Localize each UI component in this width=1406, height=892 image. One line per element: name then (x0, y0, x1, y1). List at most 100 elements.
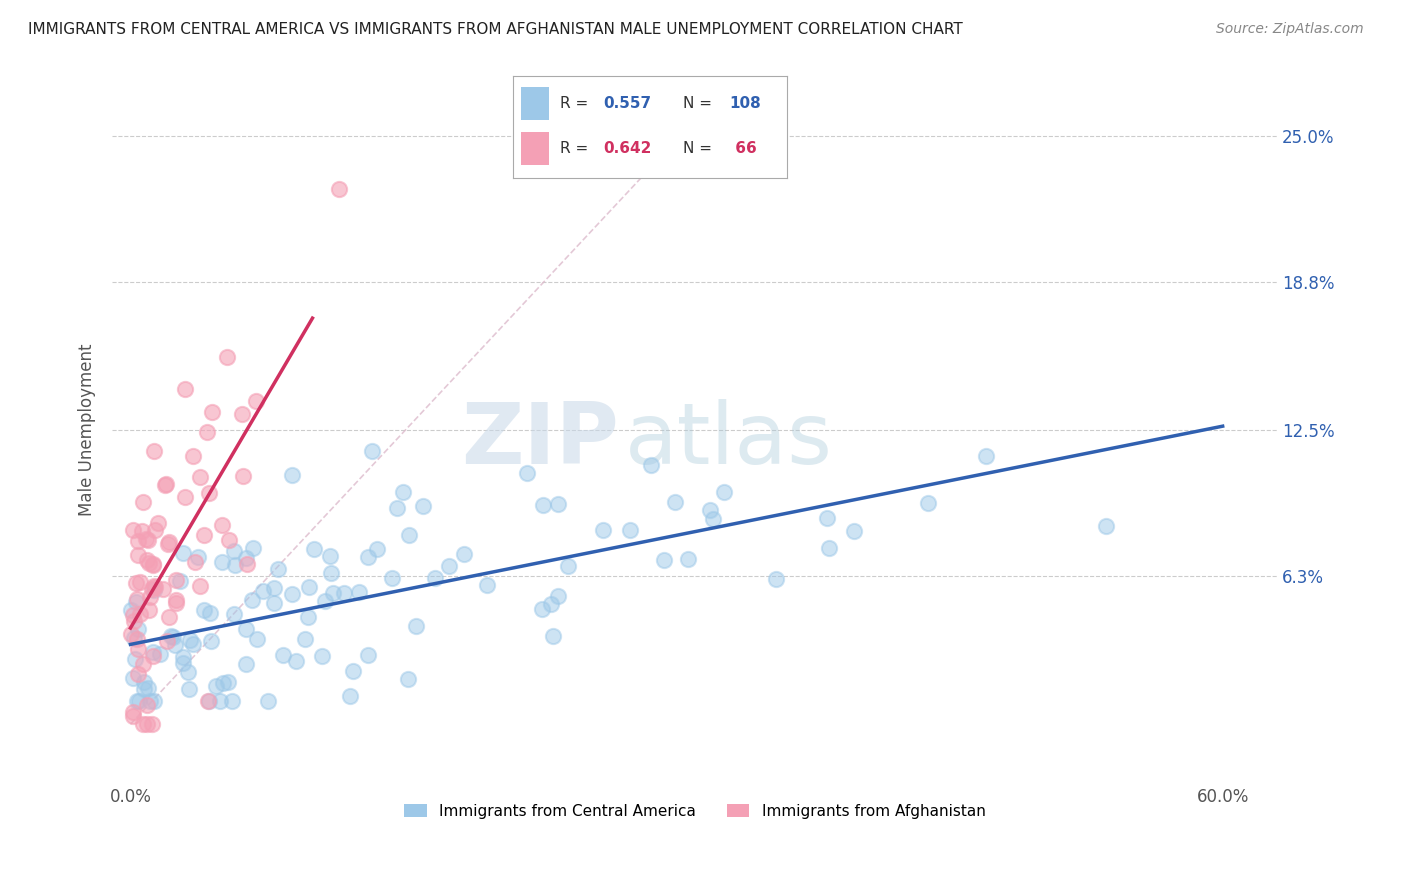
Point (516, 466, 538, 480)
Point (195, 425, 218, 439)
Point (235, 551, 257, 566)
Point (181, 450, 204, 464)
Point (163, 639, 186, 653)
Point (257, 694, 280, 708)
Text: 0.642: 0.642 (603, 141, 652, 156)
Legend: Immigrants from Central America, Immigrants from Afghanistan: Immigrants from Central America, Immigra… (398, 797, 991, 825)
Point (172, 545, 194, 559)
Point (246, 632, 269, 646)
Point (142, 649, 165, 664)
Point (366, 542, 388, 557)
Point (198, 485, 221, 500)
Text: R =: R = (560, 141, 588, 156)
Point (423, 571, 446, 585)
Point (322, 586, 344, 600)
Point (197, 694, 219, 708)
Point (540, 597, 562, 611)
Point (143, 580, 166, 594)
Text: 0.557: 0.557 (603, 96, 652, 111)
Point (176, 665, 198, 679)
Point (138, 556, 160, 570)
Point (201, 405, 224, 419)
Point (765, 573, 787, 587)
Point (311, 649, 333, 664)
Point (405, 619, 427, 633)
Point (184, 555, 207, 569)
Point (136, 681, 159, 695)
Point (252, 583, 274, 598)
Point (127, 641, 149, 656)
Text: R =: R = (560, 96, 588, 111)
Point (281, 468, 304, 483)
Point (342, 664, 364, 678)
Point (222, 543, 245, 558)
Point (224, 558, 246, 572)
Point (200, 633, 222, 648)
Point (232, 468, 254, 483)
Point (211, 555, 233, 569)
Point (844, 524, 866, 538)
Point (157, 534, 180, 549)
Point (132, 495, 155, 509)
Point (356, 648, 378, 663)
Point (127, 667, 149, 681)
Point (530, 602, 553, 616)
Point (125, 575, 148, 590)
Point (211, 517, 233, 532)
Point (222, 607, 245, 621)
Point (122, 524, 145, 538)
Point (294, 632, 316, 646)
Point (339, 690, 361, 704)
Point (676, 552, 699, 566)
Point (917, 495, 939, 509)
Point (138, 694, 160, 708)
Point (319, 549, 342, 563)
Point (263, 581, 285, 595)
Point (221, 694, 243, 708)
Point (165, 574, 187, 588)
Point (208, 694, 231, 708)
Point (190, 470, 212, 484)
Point (652, 553, 675, 567)
Point (193, 603, 215, 617)
Point (412, 499, 434, 513)
Point (396, 672, 419, 686)
Point (128, 575, 150, 590)
Point (360, 443, 382, 458)
Y-axis label: Male Unemployment: Male Unemployment (79, 344, 96, 516)
Point (132, 681, 155, 696)
Point (132, 657, 155, 671)
Point (281, 587, 304, 601)
Point (398, 527, 420, 541)
Point (122, 705, 145, 719)
Point (235, 622, 257, 636)
Point (148, 516, 170, 530)
Point (149, 647, 172, 661)
Point (142, 645, 165, 659)
Text: Source: ZipAtlas.com: Source: ZipAtlas.com (1216, 22, 1364, 37)
Point (135, 552, 157, 566)
Text: IMMIGRANTS FROM CENTRAL AMERICA VS IMMIGRANTS FROM AFGHANISTAN MALE UNEMPLOYMENT: IMMIGRANTS FROM CENTRAL AMERICA VS IMMIG… (28, 22, 963, 37)
Point (155, 476, 177, 491)
Point (271, 648, 294, 662)
Point (547, 497, 569, 511)
Point (127, 533, 149, 548)
Point (314, 594, 336, 608)
Point (143, 444, 166, 458)
Point (124, 652, 146, 666)
Point (174, 490, 197, 504)
Point (142, 558, 165, 572)
Point (172, 649, 194, 664)
Point (619, 523, 641, 537)
Point (162, 630, 184, 644)
Point (120, 627, 142, 641)
Point (332, 585, 354, 599)
Point (136, 533, 159, 548)
Point (328, 182, 350, 196)
Point (122, 615, 145, 629)
Point (547, 589, 569, 603)
Point (235, 557, 257, 571)
Point (120, 603, 142, 617)
Point (165, 592, 187, 607)
Point (127, 548, 149, 562)
